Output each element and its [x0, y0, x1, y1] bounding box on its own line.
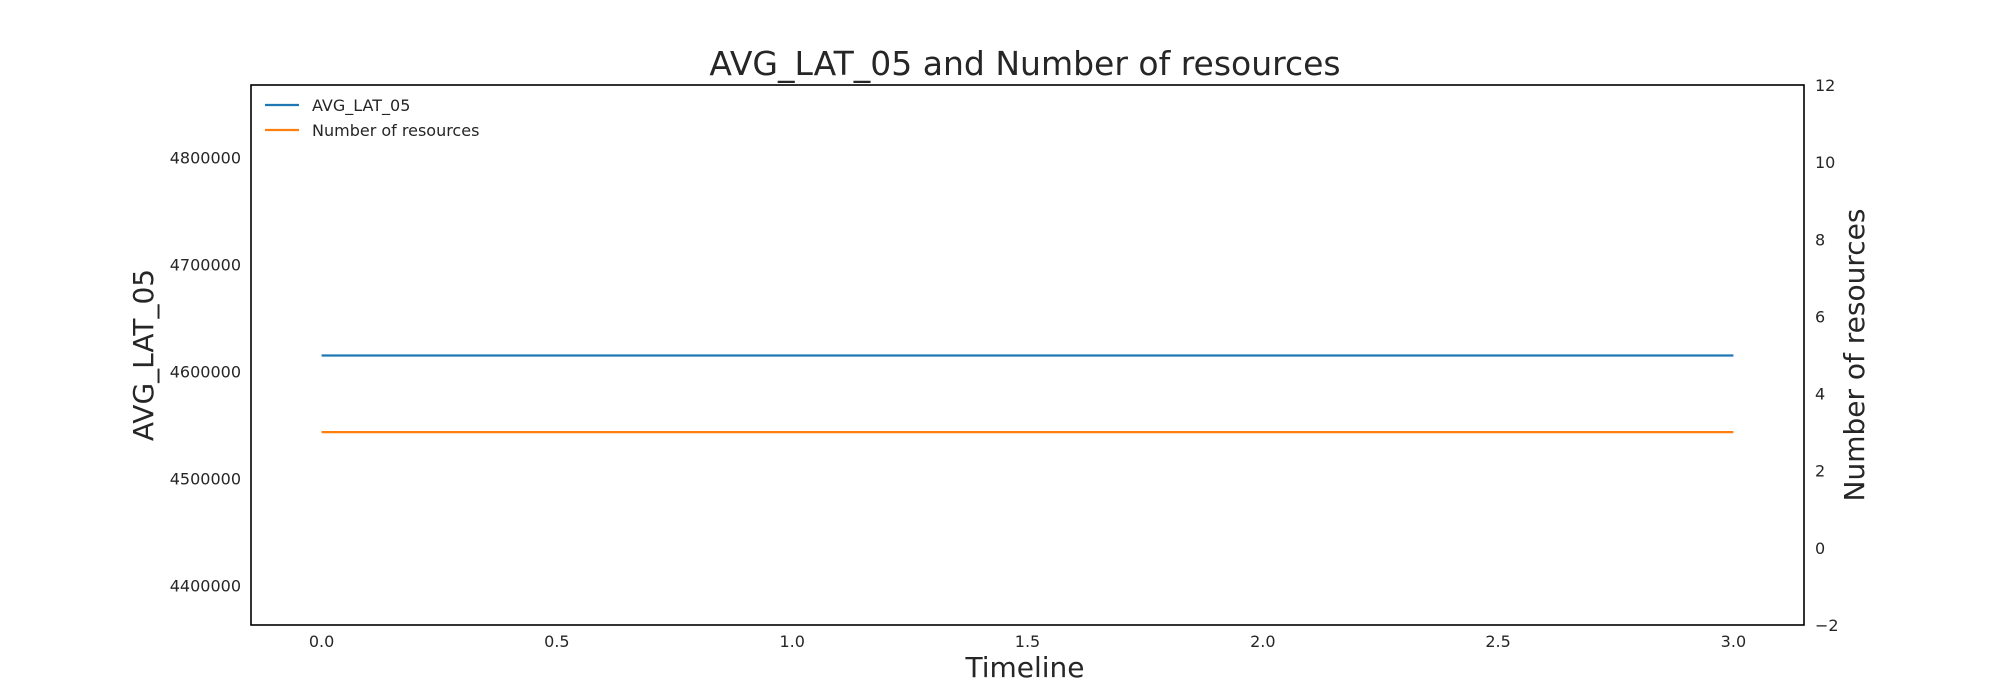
x-tick-label: 3.0 — [1721, 632, 1746, 651]
y-axis-ticks: 4400000 4500000 4600000 4700000 4800000 — [170, 149, 241, 596]
x-tick-label: 1.5 — [1015, 632, 1040, 651]
y-axis-title: AVG_LAT_05 — [127, 269, 160, 441]
x-tick-label: 0.5 — [544, 632, 569, 651]
y2-axis-ticks: −2 0 2 4 6 8 10 12 — [1815, 76, 1839, 635]
x-axis-ticks: 0.0 0.5 1.0 1.5 2.0 2.5 3.0 — [309, 632, 1746, 651]
y-tick-label: 4800000 — [170, 149, 241, 168]
x-tick-label: 2.5 — [1485, 632, 1510, 651]
y2-tick-label: 2 — [1815, 462, 1825, 481]
y-tick-label: 4600000 — [170, 363, 241, 382]
y2-tick-label: −2 — [1815, 616, 1839, 635]
x-tick-label: 0.0 — [309, 632, 334, 651]
y2-axis-title: Number of resources — [1838, 209, 1871, 502]
legend-label-number-of-resources: Number of resources — [312, 121, 479, 140]
chart-title: AVG_LAT_05 and Number of resources — [709, 44, 1340, 83]
legend-label-avg-lat-05: AVG_LAT_05 — [312, 96, 410, 116]
y2-tick-label: 4 — [1815, 385, 1825, 404]
legend: AVG_LAT_05 Number of resources — [265, 96, 479, 140]
y-tick-label: 4500000 — [170, 470, 241, 489]
y2-tick-label: 0 — [1815, 539, 1825, 558]
x-axis-title: Timeline — [964, 651, 1084, 684]
y-tick-label: 4700000 — [170, 256, 241, 275]
y2-tick-label: 12 — [1815, 76, 1835, 95]
x-tick-label: 1.0 — [779, 632, 804, 651]
y2-tick-label: 8 — [1815, 230, 1825, 249]
series-layer — [322, 356, 1734, 433]
y-tick-label: 4400000 — [170, 576, 241, 595]
y2-tick-label: 6 — [1815, 307, 1825, 326]
x-tick-label: 2.0 — [1250, 632, 1275, 651]
y2-tick-label: 10 — [1815, 153, 1835, 172]
